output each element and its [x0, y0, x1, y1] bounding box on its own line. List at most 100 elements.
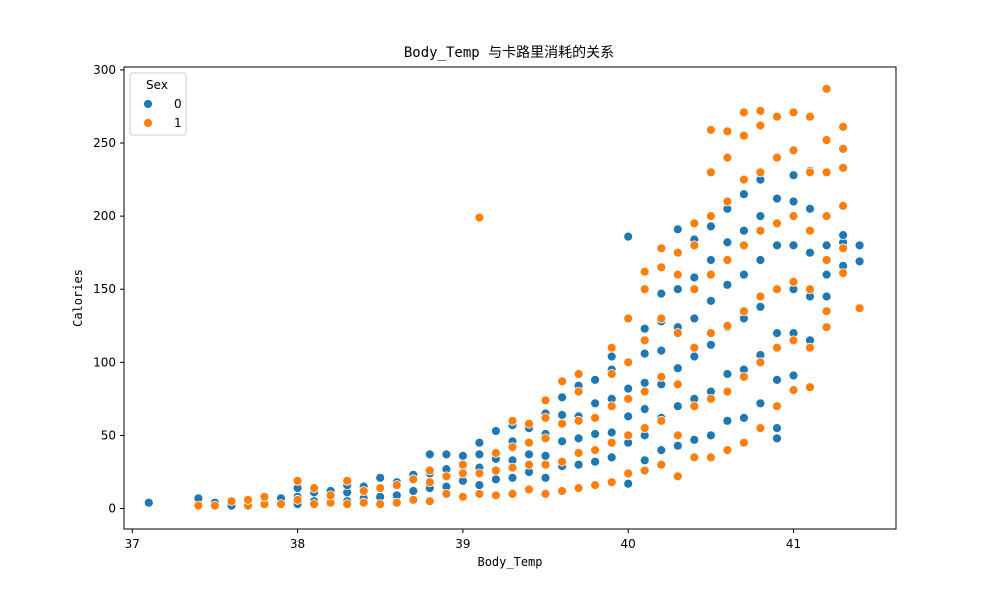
- data-point-sex-0: [722, 279, 733, 290]
- data-point-sex-1: [838, 122, 848, 132]
- data-point-sex-0: [424, 449, 435, 460]
- data-point-sex-1: [722, 152, 733, 163]
- data-point-sex-1: [507, 442, 518, 453]
- data-point-sex-1: [309, 483, 320, 494]
- data-point-sex-0: [573, 433, 584, 444]
- data-point-sex-1: [424, 465, 435, 476]
- data-point-sex-1: [788, 276, 799, 287]
- legend-title: Sex: [146, 78, 168, 92]
- data-point-sex-1: [243, 494, 253, 505]
- data-point-sex-0: [772, 374, 782, 385]
- data-point-sex-1: [590, 480, 600, 491]
- data-point-sex-0: [623, 383, 634, 394]
- data-point-sex-0: [590, 456, 600, 467]
- data-point-sex-0: [623, 411, 634, 422]
- data-point-sex-1: [573, 369, 584, 379]
- data-point-sex-1: [342, 499, 353, 510]
- x-axis-label: Body_Temp: [477, 555, 542, 569]
- data-point-sex-1: [623, 313, 634, 324]
- data-point-sex-1: [739, 437, 749, 448]
- data-point-sex-0: [557, 392, 567, 403]
- data-point-sex-1: [623, 430, 634, 441]
- data-point-sex-1: [755, 225, 766, 236]
- data-point-sex-1: [441, 471, 452, 482]
- data-point-sex-0: [805, 203, 815, 214]
- data-point-sex-1: [656, 243, 667, 254]
- data-point-sex-1: [706, 393, 716, 404]
- data-point-sex-1: [772, 152, 782, 163]
- data-point-sex-1: [739, 306, 749, 317]
- data-point-sex-1: [672, 471, 683, 482]
- data-point-sex-1: [755, 120, 766, 131]
- data-point-sex-1: [739, 371, 749, 382]
- data-point-sex-1: [672, 328, 683, 339]
- plot-frame: [123, 66, 897, 530]
- data-point-sex-0: [739, 189, 749, 200]
- data-point-sex-1: [672, 269, 683, 280]
- data-point-sex-0: [639, 377, 650, 388]
- data-point-sex-1: [722, 445, 733, 456]
- data-point-sex-1: [672, 430, 683, 441]
- data-point-sex-0: [854, 256, 865, 267]
- data-point-sex-1: [490, 465, 501, 476]
- data-point-sex-0: [143, 497, 154, 508]
- data-point-sex-1: [358, 497, 369, 508]
- data-point-sex-1: [424, 477, 435, 488]
- data-point-sex-0: [507, 472, 518, 483]
- legend-box: [129, 72, 187, 136]
- y-axis-ticks: 0 50 100 150 200 250 300: [93, 63, 124, 516]
- data-point-sex-1: [838, 143, 848, 154]
- data-point-sex-1: [474, 468, 485, 479]
- data-point-sex-1: [788, 385, 799, 396]
- data-point-sex-1: [507, 415, 518, 426]
- data-point-sex-0: [639, 455, 650, 466]
- data-point-sex-1: [689, 284, 700, 295]
- data-point-sex-1: [821, 135, 832, 146]
- data-point-sex-0: [590, 429, 600, 439]
- data-point-sex-0: [375, 472, 386, 483]
- data-point-sex-1: [739, 240, 749, 251]
- data-point-sex-1: [656, 459, 667, 470]
- x-tick-label: 38: [290, 537, 305, 551]
- chart-title: Body_Temp 与卡路里消耗的关系: [404, 45, 614, 61]
- data-point-sex-1: [722, 386, 733, 397]
- data-point-sex-1: [805, 225, 815, 236]
- data-point-sex-1: [540, 433, 551, 444]
- data-point-sex-1: [689, 218, 700, 229]
- data-point-sex-1: [656, 262, 667, 273]
- data-point-sex-1: [573, 483, 584, 494]
- data-point-sex-1: [292, 475, 303, 486]
- data-point-sex-1: [755, 357, 766, 368]
- data-point-sex-0: [772, 193, 782, 204]
- data-point-sex-1: [358, 486, 369, 496]
- data-point-sex-0: [821, 269, 832, 280]
- data-point-sex-1: [540, 459, 551, 470]
- data-point-sex-1: [507, 488, 518, 499]
- x-tick-label: 39: [455, 537, 470, 551]
- data-point-sex-1: [557, 456, 567, 467]
- data-point-sex-0: [821, 240, 832, 251]
- data-point-sex-1: [391, 497, 402, 508]
- data-point-sex-1: [573, 386, 584, 397]
- data-point-sex-1: [672, 247, 683, 258]
- data-point-sex-1: [788, 211, 799, 222]
- data-point-sex-0: [524, 449, 534, 460]
- data-point-sex-0: [788, 370, 799, 381]
- data-point-sex-1: [722, 320, 733, 331]
- data-point-sex-0: [689, 434, 700, 445]
- data-point-sex-0: [772, 423, 782, 434]
- data-point-sex-0: [573, 459, 584, 470]
- data-point-sex-0: [739, 225, 749, 236]
- data-point-sex-0: [540, 450, 551, 461]
- data-point-sex-1: [226, 496, 237, 507]
- data-point-sex-1: [706, 211, 716, 222]
- data-point-sex-1: [821, 84, 832, 94]
- data-point-sex-1: [474, 488, 485, 499]
- data-point-sex-1: [342, 475, 353, 486]
- data-point-sex-1: [474, 212, 485, 223]
- data-point-sex-0: [557, 436, 567, 447]
- data-point-sex-1: [772, 111, 782, 122]
- data-point-sex-1: [838, 243, 848, 254]
- data-point-sex-1: [457, 459, 468, 470]
- data-point-sex-1: [805, 284, 815, 295]
